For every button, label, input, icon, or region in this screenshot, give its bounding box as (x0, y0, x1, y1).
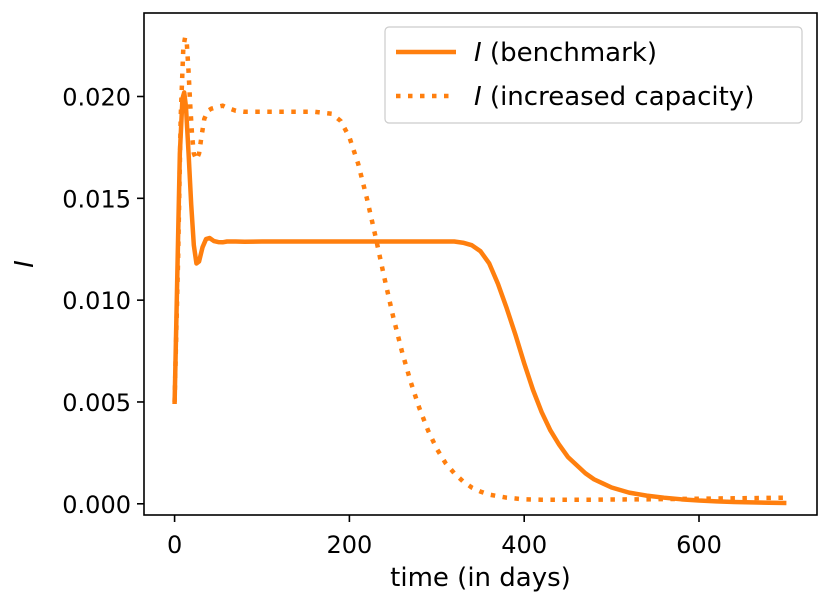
plot-frame (143, 12, 818, 516)
legend-box (384, 26, 803, 124)
x-axis-title: time (in days) (390, 563, 571, 593)
x-tick-label: 200 (326, 531, 372, 559)
x-tick-label: 600 (676, 531, 722, 559)
series-line-increased-capacity (172, 35, 787, 502)
y-axis-title: I (10, 260, 40, 268)
series-line-benchmark (172, 90, 787, 506)
x-tick-label: 0 (167, 531, 182, 559)
legend-label-increased-capacity: I (increased capacity) (474, 82, 754, 112)
legend-label-benchmark: I (benchmark) (474, 38, 657, 68)
y-tick-label: 0.010 (62, 287, 131, 315)
y-tick-label: 0.020 (62, 83, 131, 111)
y-tick-label: 0.000 (62, 491, 131, 519)
y-tick-label: 0.015 (62, 185, 131, 213)
y-tick-label: 0.005 (62, 389, 131, 417)
axis-ticks: 0 200 400 600 0.000 0.005 0.010 0.015 0.020 (62, 83, 722, 559)
x-tick-label: 400 (501, 531, 547, 559)
plot-marks (172, 35, 787, 506)
legend: I (benchmark) I (increased capacity) (384, 26, 803, 124)
